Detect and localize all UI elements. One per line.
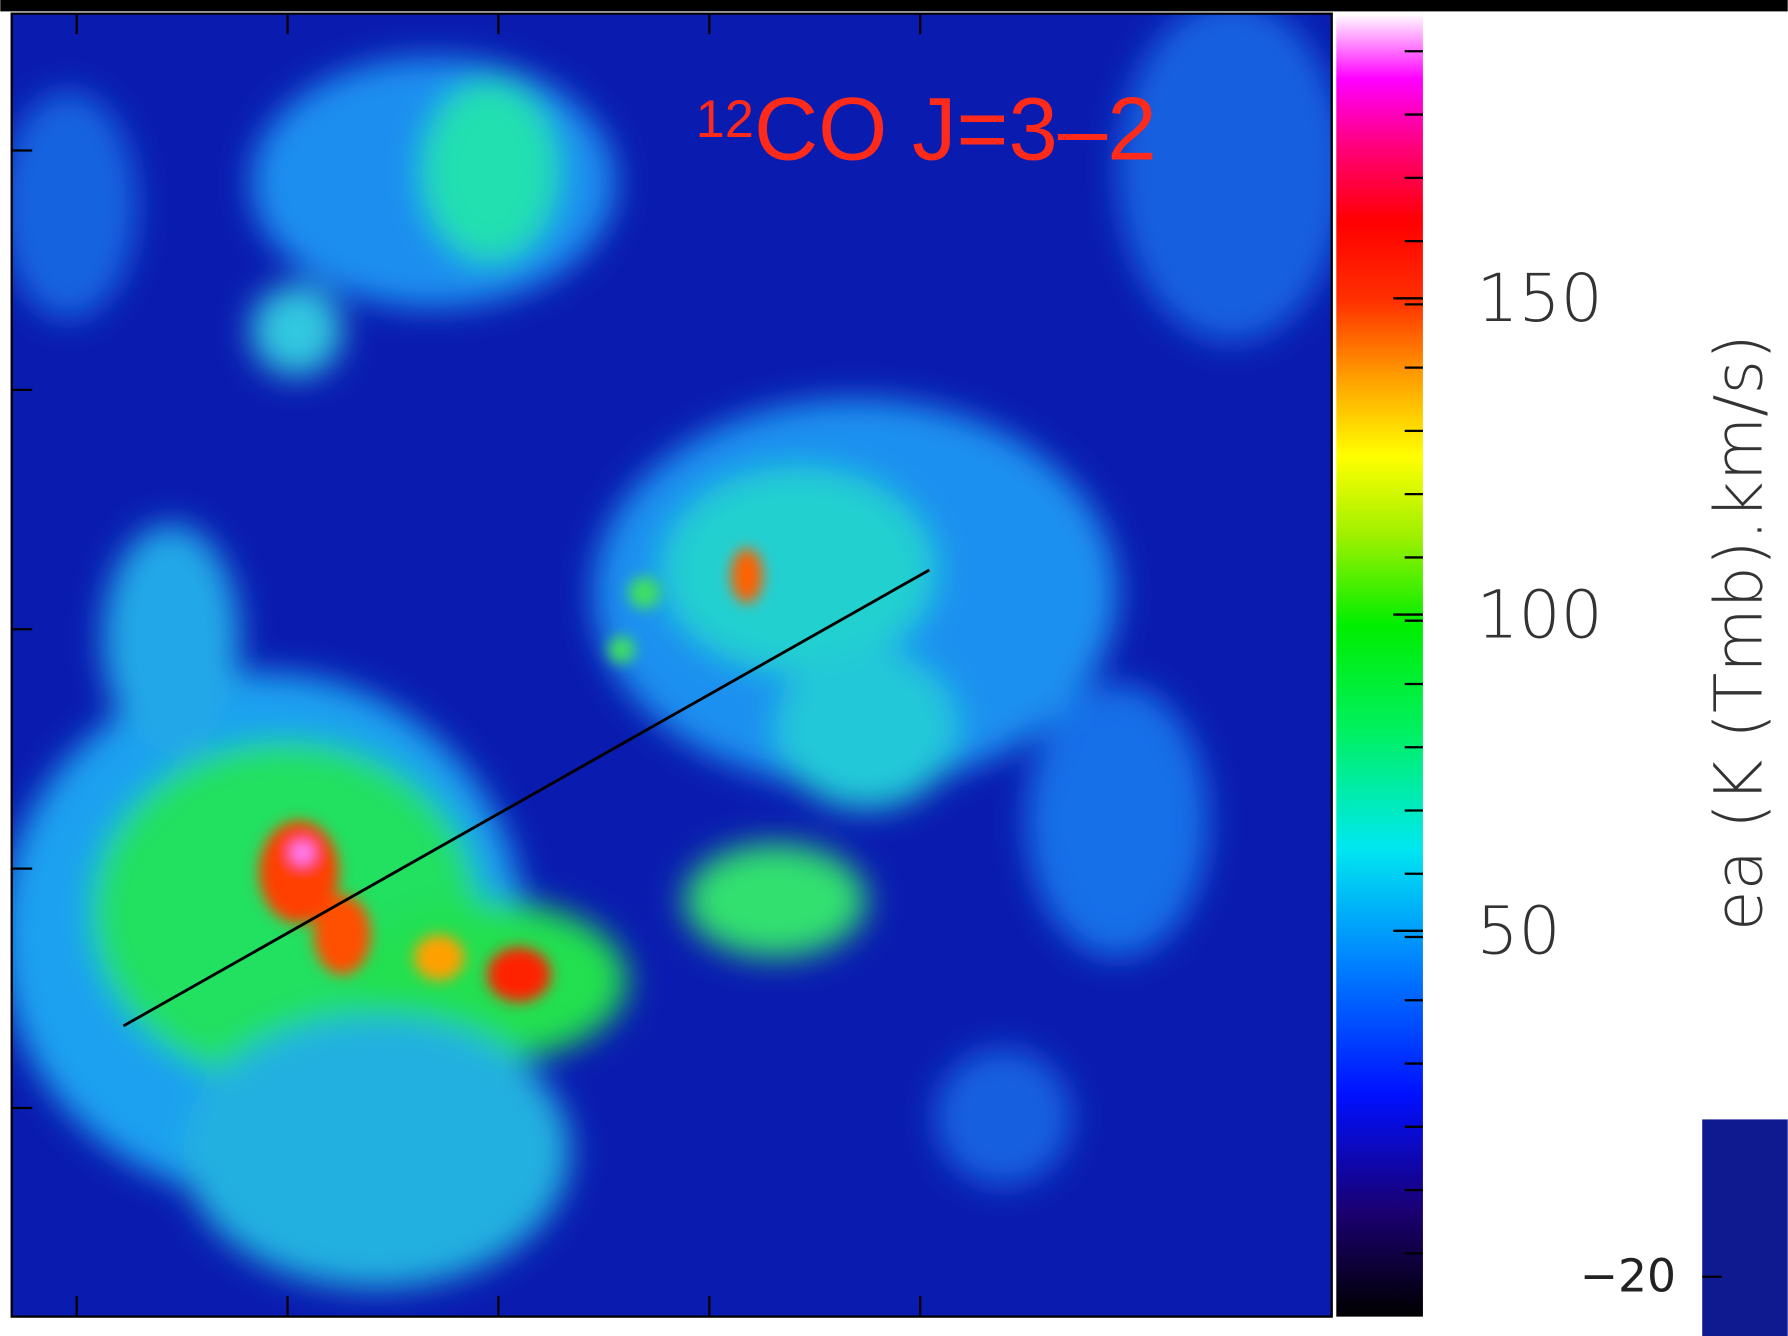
colorbar-tick-label: 100: [1477, 576, 1603, 653]
intensity-map: [0, 0, 1345, 1317]
page: 12CO J=3–2 50 100 150 ea (K (Tmb).km/s) −2…: [0, 0, 1788, 1336]
inset-map: [1702, 1119, 1787, 1336]
top-border: [0, 0, 1787, 11]
colorbar-label: ea (K (Tmb).km/s): [1700, 334, 1777, 931]
colorbar: [1336, 14, 1423, 1317]
inset-tick-label: −20: [1580, 1250, 1676, 1303]
colorbar-tick-label: 150: [1477, 260, 1603, 337]
title-text: CO J=3–2: [754, 80, 1157, 179]
map-title: 12CO J=3–2: [696, 80, 1157, 179]
figure: 12CO J=3–2 50 100 150 ea (K (Tmb).km/s) −2…: [0, 0, 1788, 1336]
title-isotope: 12: [696, 91, 754, 149]
colorbar-tick-label: 50: [1477, 893, 1561, 970]
